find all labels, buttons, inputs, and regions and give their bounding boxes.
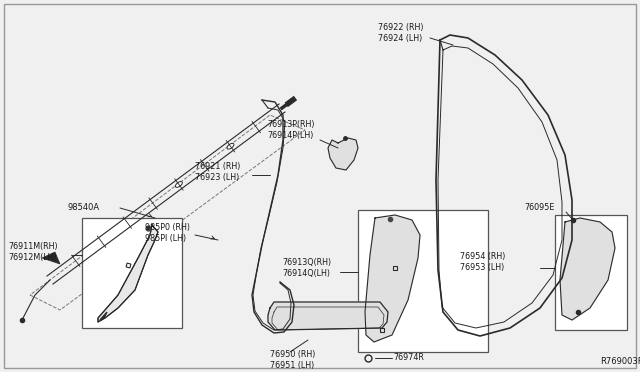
Ellipse shape — [175, 182, 182, 187]
Polygon shape — [560, 218, 615, 320]
Bar — [358, 210, 488, 352]
Polygon shape — [328, 138, 358, 170]
Polygon shape — [100, 312, 107, 320]
Text: 76922 (RH)
76924 (LH): 76922 (RH) 76924 (LH) — [378, 23, 424, 43]
Polygon shape — [268, 302, 388, 330]
Text: 76974R: 76974R — [393, 353, 424, 362]
Text: 76095E: 76095E — [524, 202, 554, 212]
Text: 76913P(RH)
76914P(LH): 76913P(RH) 76914P(LH) — [268, 120, 315, 140]
Ellipse shape — [124, 220, 131, 225]
Polygon shape — [98, 225, 158, 322]
Polygon shape — [365, 215, 420, 342]
Text: 76921 (RH)
76923 (LH): 76921 (RH) 76923 (LH) — [195, 162, 241, 182]
Text: R769003R: R769003R — [600, 357, 640, 366]
Text: 985P0 (RH)
985PI (LH): 985P0 (RH) 985PI (LH) — [145, 223, 190, 243]
Text: 98540A: 98540A — [68, 202, 100, 212]
Text: 76950 (RH)
76951 (LH): 76950 (RH) 76951 (LH) — [270, 350, 316, 370]
Bar — [555, 215, 627, 330]
Text: 76913Q(RH)
76914Q(LH): 76913Q(RH) 76914Q(LH) — [282, 258, 331, 278]
Text: 76954 (RH)
76953 (LH): 76954 (RH) 76953 (LH) — [460, 252, 506, 272]
Bar — [82, 218, 182, 328]
Ellipse shape — [227, 143, 234, 149]
Polygon shape — [42, 252, 60, 264]
Text: 76911M(RH)
76912M(LH): 76911M(RH) 76912M(LH) — [8, 242, 58, 262]
